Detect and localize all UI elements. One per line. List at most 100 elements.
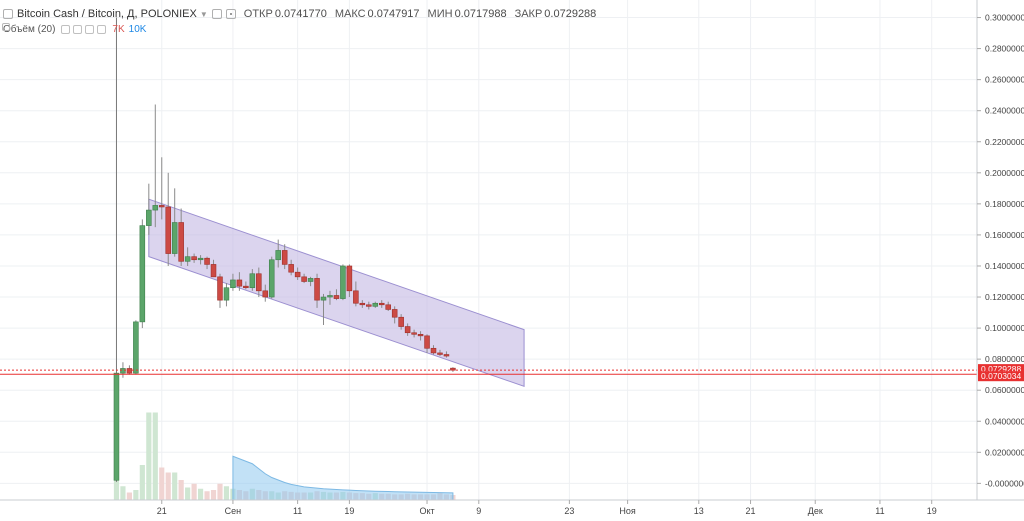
- candle-body: [178, 222, 184, 262]
- volume-bar: [172, 472, 178, 500]
- volume-value: 7K: [112, 24, 125, 35]
- volume-bar: [133, 490, 139, 500]
- candle-body: [424, 335, 430, 349]
- candle-body: [223, 287, 230, 301]
- y-tick-label: -0.0000000: [985, 478, 1024, 488]
- price-axis[interactable]: 0.3000000 0.2800000 0.2600000 0.2400000 0.22…: [976, 0, 1024, 500]
- y-tick-label: 0.1400000: [985, 261, 1024, 271]
- minimize-pane-icon[interactable]: [2, 23, 10, 31]
- candle-body: [171, 222, 178, 254]
- candle-body: [184, 256, 191, 262]
- candle-body: [378, 302, 385, 306]
- volume-bar: [210, 490, 217, 500]
- candle-body: [320, 296, 327, 301]
- price-label-bg: [978, 364, 1024, 375]
- time-axis[interactable]: 21 Сен 11 19 Окт 9 23 Ноя 13 21 Дек 11 19: [0, 499, 1024, 516]
- gear-icon[interactable]: [73, 25, 83, 34]
- close-label: ЗАКР: [514, 8, 543, 20]
- eye-icon[interactable]: [61, 25, 71, 34]
- x-tick-label: 9: [476, 506, 481, 516]
- x-tick-label: 21: [157, 506, 167, 516]
- candle-body: [353, 290, 359, 304]
- volume-bar: [152, 412, 158, 500]
- volume-bar: [120, 486, 126, 500]
- y-tick-label: 0.1600000: [985, 230, 1024, 240]
- volume-ma-value: 10K: [128, 24, 147, 35]
- y-tick-label: 0.2600000: [985, 75, 1024, 85]
- candle-body: [430, 347, 437, 354]
- open-label: ОТКР: [243, 8, 273, 20]
- candle-body: [340, 265, 346, 299]
- y-tick-label: 0.2400000: [985, 106, 1024, 116]
- candle-body: [301, 276, 307, 282]
- candle-body: [139, 225, 146, 323]
- chart-header: Bitcoin Cash / Bitcoin, Д, POLONIEX ▼ ОТ…: [0, 6, 596, 22]
- candle-body: [236, 279, 243, 287]
- candle-body: [158, 205, 165, 208]
- volume-bar: [185, 487, 191, 500]
- x-tick-label: 11: [293, 506, 302, 516]
- candle-body: [391, 309, 398, 318]
- candle-body: [327, 295, 333, 298]
- candlestick-series: [113, 17, 456, 482]
- candle-body: [288, 264, 294, 273]
- close-icon[interactable]: [85, 25, 95, 34]
- candle-body: [146, 209, 152, 226]
- close-value: 0.0729288: [544, 8, 597, 20]
- x-tick-label: Окт: [419, 506, 434, 516]
- price-label-bg: [978, 371, 1024, 382]
- y-tick-label: 0.0400000: [985, 416, 1024, 426]
- candle-body: [372, 302, 379, 307]
- candle-body: [126, 368, 133, 374]
- volume-bar: [159, 467, 165, 500]
- x-tick-label: 19: [927, 506, 937, 516]
- volume-bar: [165, 472, 171, 500]
- x-tick-label: 21: [746, 506, 756, 516]
- y-tick-label: 0.1200000: [985, 292, 1024, 302]
- candle-body: [385, 304, 391, 310]
- candle-body: [346, 265, 353, 292]
- x-tick-label: Сен: [225, 506, 242, 516]
- symbol-title[interactable]: Bitcoin Cash / Bitcoin, Д, POLONIEX: [17, 8, 197, 20]
- volume-legend: Объём (20) 7K 10K: [0, 23, 146, 36]
- candle-body: [243, 285, 249, 289]
- candle-body: [294, 271, 301, 278]
- candle-body: [359, 302, 366, 306]
- candle-body: [417, 333, 424, 337]
- y-tick-label: 0.0200000: [985, 447, 1024, 457]
- volume-bar: [178, 480, 184, 500]
- collapse-legend-icon[interactable]: [3, 9, 13, 19]
- volume-bar: [113, 477, 120, 500]
- candle-body: [204, 257, 210, 265]
- candle-body: [443, 354, 450, 357]
- volume-bar: [217, 483, 223, 500]
- candle-body: [249, 273, 256, 289]
- candle-body: [133, 321, 139, 374]
- candle-body: [366, 304, 372, 307]
- volume-label[interactable]: Объём (20): [3, 24, 56, 35]
- price-label: 0.0729288: [981, 364, 1021, 374]
- more-icon[interactable]: [97, 25, 107, 34]
- chevron-down-icon[interactable]: ▼: [199, 9, 208, 19]
- y-tick-label: 0.1800000: [985, 199, 1024, 209]
- y-tick-label: 0.2800000: [985, 44, 1024, 54]
- x-tick-label: 19: [344, 506, 354, 516]
- candle-body: [165, 206, 171, 254]
- volume-bar: [146, 412, 152, 500]
- volume-ma-area: [232, 455, 454, 501]
- candle-body: [230, 279, 236, 289]
- x-tick-label: Ноя: [619, 506, 636, 516]
- candle-body: [314, 278, 320, 301]
- x-tick-label: Дек: [808, 506, 823, 516]
- volume-bar: [223, 486, 230, 500]
- settings-icon[interactable]: [225, 9, 236, 19]
- candle-body: [210, 264, 217, 278]
- candle-body: [398, 316, 404, 327]
- price-lines: [0, 369, 977, 375]
- x-tick-label: 13: [694, 506, 704, 516]
- hide-series-icon[interactable]: [211, 9, 222, 19]
- volume-bar: [139, 465, 145, 500]
- candle-body: [404, 326, 411, 334]
- x-tick-label: 23: [564, 506, 574, 516]
